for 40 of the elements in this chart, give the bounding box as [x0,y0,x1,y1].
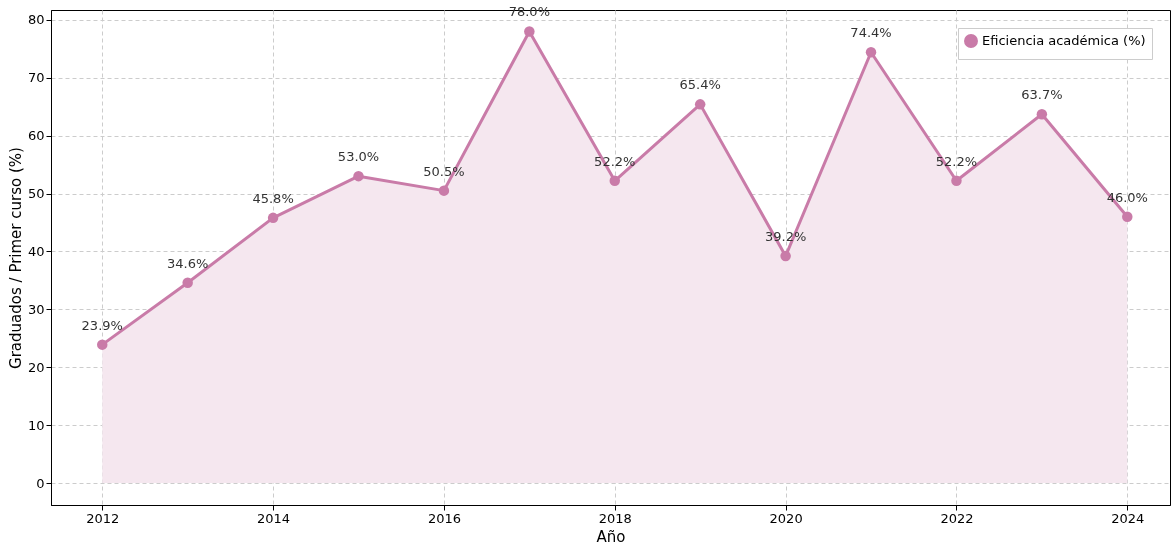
point [865,47,877,58]
data-label: 53.0% [337,149,380,165]
y-tick-label: 20 [27,359,45,375]
point [694,99,706,110]
x-tick-label: 2016 [427,510,461,526]
legend-label: Eficiencia académica (%) [982,33,1146,48]
data-label: 23.9% [81,317,123,333]
y-tick-label: 40 [27,243,45,259]
y-tick-label: 30 [27,301,45,317]
y-tick-label: 60 [27,128,45,144]
data-label: 34.6% [167,255,209,271]
y-tick-label: 70 [27,70,45,86]
x-tick-label: 2024 [1111,510,1145,526]
y-tick-label: 0 [36,475,45,491]
x-tick-label: 2018 [598,510,632,526]
point [1122,211,1133,222]
point [780,250,791,262]
y-tick-label: 50 [27,186,45,202]
y-tick-label: 80 [27,12,45,28]
data-label: 45.8% [252,190,294,206]
point [182,277,193,288]
y-axis-title: Graduados / Primer curso (%) [6,147,25,369]
data-label: 63.7% [1021,87,1063,103]
data-label: 65.4% [679,77,721,93]
point [951,175,962,187]
x-tick-label: 2022 [940,510,974,526]
data-label: 74.4% [850,25,892,41]
point [438,185,450,196]
x-axis-title: Año [596,527,626,546]
y-tick-label: 10 [27,417,45,433]
point [1036,108,1048,120]
x-tick-label: 2020 [769,510,803,526]
data-label: 39.2% [764,229,807,245]
x-tick-label: 2014 [257,510,291,526]
point [267,212,279,224]
point [609,175,621,187]
x-tick-label: 2012 [86,510,120,526]
point [353,170,364,182]
point [524,26,535,37]
point [97,339,108,350]
